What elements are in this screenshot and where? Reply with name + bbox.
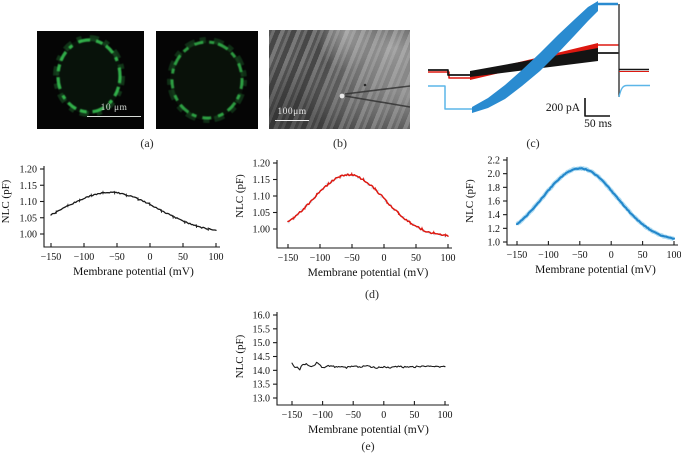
y-tick-label: 1.4 — [488, 210, 501, 221]
nlc-chart-d3: 1.0 1.2 1.4 1.6 1.8 2.0 2.2 −150 −100 −50 0 50 100 NL… — [464, 156, 681, 277]
panel-label-b: (b) — [333, 136, 347, 150]
y-tick-label: 1.2 — [488, 224, 501, 235]
y-tick-label: 1.05 — [253, 208, 271, 219]
y-tick-label: 1.15 — [20, 181, 38, 192]
x-tick-label: −100 — [74, 252, 95, 263]
x-axis-title: Membrane potential (mV) — [535, 264, 656, 276]
x-tick-label: 100 — [209, 252, 224, 263]
y-tick-label: 1.05 — [20, 213, 38, 224]
panel-b-image: 100μm — [269, 30, 410, 129]
cell-ring-illustration-2 — [167, 37, 247, 123]
y-axis-title: NLC (pF) — [234, 174, 246, 218]
x-tick-label: −50 — [572, 250, 588, 261]
scale-bar-current-label: 200 pA — [546, 102, 581, 114]
x-tick-label: 0 — [381, 410, 386, 421]
y-tick-label: 15.5 — [253, 324, 271, 335]
y-axis-title: NLC (pF) — [0, 179, 12, 223]
panel-a-image-2 — [156, 31, 258, 129]
y-tick-label: 14.0 — [253, 366, 271, 377]
scale-bar-panel-b: 100μm — [275, 107, 309, 121]
y-tick-label: 14.5 — [253, 352, 271, 363]
y-tick-label: 13.5 — [253, 380, 271, 391]
nlc-curve-d3 — [515, 167, 676, 240]
y-axis-title: NLC (pF) — [464, 179, 476, 223]
x-tick-label: 50 — [411, 253, 421, 264]
scale-bar-panel-a: 10 μm — [87, 103, 141, 117]
axes-d1 — [43, 166, 220, 248]
x-tick-label: −150 — [507, 250, 528, 261]
panel-label-a: (a) — [140, 136, 154, 150]
y-tick-label: 1.8 — [488, 183, 501, 194]
x-tick-label: 0 — [148, 252, 153, 263]
panel-a-image-1: 10 μm — [37, 31, 144, 129]
y-tick-label: 2.0 — [488, 169, 501, 180]
pipette-illustration — [339, 83, 410, 108]
x-tick-label: −50 — [344, 253, 360, 264]
x-tick-label: −50 — [345, 410, 361, 421]
axes-d2 — [276, 160, 452, 249]
y-tick-label: 1.20 — [253, 159, 271, 170]
x-tick-label: 50 — [178, 252, 188, 263]
y-tick-label: 1.6 — [488, 197, 501, 208]
y-tick-label: 16.0 — [253, 311, 271, 322]
x-tick-label: −100 — [310, 253, 331, 264]
panel-label-d: (d) — [365, 287, 379, 301]
nlc-curve-d1 — [50, 191, 217, 231]
x-tick-label: 50 — [638, 250, 648, 261]
y-tick-label: 1.20 — [20, 165, 38, 176]
x-tick-label: 0 — [382, 253, 387, 264]
y-tick-label: 1.00 — [253, 225, 271, 236]
y-tick-label: 1.15 — [253, 175, 271, 186]
blue-ramp-band — [472, 1, 598, 113]
y-tick-label: 1.10 — [253, 192, 271, 203]
x-axis-title: Membrane potential (mV) — [73, 266, 194, 278]
x-tick-label: −100 — [312, 410, 333, 421]
x-tick-label: 0 — [609, 250, 614, 261]
x-tick-label: 50 — [409, 410, 419, 421]
scale-bar-time-label: 50 ms — [584, 118, 612, 130]
nlc-chart-e: 13.0 13.5 14.0 14.5 15.0 15.5 16.0 −150 −100 −50 0… — [234, 311, 453, 437]
scale-bar-line-b — [275, 119, 309, 121]
x-tick-label: 100 — [667, 250, 681, 261]
x-tick-label: 100 — [438, 410, 453, 421]
nlc-curve-d2 — [287, 173, 449, 237]
scale-bar-line-a — [87, 115, 141, 117]
x-tick-label: 100 — [441, 253, 456, 264]
curve-halo-d3 — [515, 165, 676, 241]
panel-label-c: (c) — [526, 136, 540, 150]
cell-ring-illustration-1 — [53, 35, 125, 117]
x-tick-label: −150 — [41, 252, 62, 263]
axes-e — [276, 312, 449, 406]
y-axis-title: NLC (pF) — [234, 334, 246, 378]
nlc-curve-e — [291, 361, 446, 371]
y-tick-label: 13.0 — [253, 394, 271, 405]
axes-d3 — [506, 157, 678, 246]
x-tick-label: −100 — [538, 250, 559, 261]
scale-bar-label-a: 10 μm — [100, 103, 128, 113]
y-tick-label: 1.00 — [20, 230, 38, 241]
x-tick-label: −150 — [282, 410, 303, 421]
panel-label-e: (e) — [361, 439, 375, 453]
nlc-chart-d1: 1.00 1.05 1.10 1.15 1.20 −150 −100 −50 0 50 100 NLC… — [0, 165, 224, 279]
x-axis-title: Membrane potential (mV) — [308, 267, 429, 279]
x-tick-label: −50 — [109, 252, 125, 263]
pipette-tip-highlight — [339, 93, 345, 99]
x-tick-label: −150 — [278, 253, 299, 264]
y-tick-label: 2.2 — [488, 156, 501, 167]
x-axis-title: Membrane potential (mV) — [308, 424, 429, 436]
scale-bar-label-b: 100μm — [277, 107, 307, 117]
y-tick-label: 1.10 — [20, 197, 38, 208]
y-tick-label: 1.0 — [488, 238, 501, 249]
nlc-chart-d2: 1.00 1.05 1.10 1.15 1.20 −150 −100 −50 0 50 100 NLC… — [234, 159, 456, 280]
y-tick-label: 15.0 — [253, 338, 271, 349]
